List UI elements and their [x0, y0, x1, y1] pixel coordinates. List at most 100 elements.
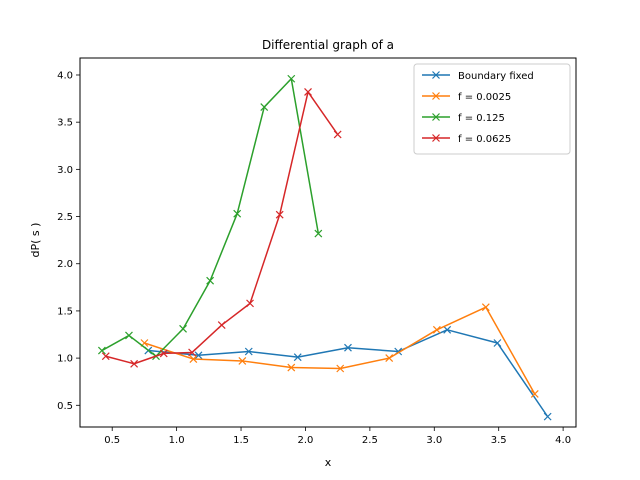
x-tick-label: 4.0 — [555, 435, 571, 446]
marker-stroke — [543, 412, 552, 421]
marker-stroke — [336, 364, 345, 373]
data-point — [293, 353, 302, 362]
data-point — [238, 357, 247, 365]
series-3 — [97, 74, 323, 361]
y-tick-label: 3.0 — [57, 165, 73, 176]
legend-label: Boundary fixed — [458, 71, 534, 82]
x-tick-label: 3.0 — [426, 435, 442, 446]
legend-label: f = 0.125 — [458, 113, 505, 124]
marker-stroke — [432, 92, 440, 100]
y-tick-label: 4.0 — [57, 70, 73, 81]
legend-item: f = 0.0625 — [422, 134, 511, 145]
series-line — [101, 78, 320, 357]
data-point — [314, 229, 323, 238]
y-tick-label: 3.5 — [57, 118, 73, 129]
marker-stroke — [530, 390, 539, 398]
series-line — [105, 91, 339, 365]
marker-stroke — [293, 353, 302, 362]
legend-box — [413, 63, 571, 155]
x-axis-label: x — [325, 456, 332, 469]
y-tick-label: 1.0 — [57, 354, 73, 365]
legend-item: f = 0.125 — [422, 113, 505, 124]
marker-stroke — [189, 355, 198, 363]
marker-stroke — [432, 325, 441, 334]
legend-item: Boundary fixed — [422, 71, 534, 82]
x-tick-label: 1.0 — [169, 435, 185, 446]
plot-area — [97, 74, 552, 421]
data-point — [194, 351, 203, 360]
marker-stroke — [275, 210, 284, 219]
series-line — [148, 329, 549, 418]
marker-stroke — [238, 357, 247, 365]
marker-stroke — [344, 343, 352, 352]
marker-stroke — [125, 331, 133, 340]
data-point — [97, 346, 106, 355]
marker-stroke — [304, 88, 312, 96]
data-point — [217, 321, 226, 330]
marker-stroke — [97, 346, 106, 355]
data-point — [493, 339, 502, 347]
x-tick-label: 2.0 — [298, 435, 314, 446]
data-point — [233, 209, 242, 218]
legend-label: f = 0.0025 — [458, 92, 511, 103]
data-point — [130, 359, 139, 368]
marker-stroke — [233, 209, 242, 218]
ticks: 0.5 1.0 1.5 2.0 2.5 3.0 3.5 4.0 0.5 1.0 1.5 2.0 2.5 3… — [57, 70, 571, 446]
x-tick-label: 3.5 — [491, 435, 507, 446]
marker-stroke — [443, 325, 452, 334]
marker-stroke — [101, 352, 110, 361]
data-point — [206, 276, 215, 285]
legend-marker — [432, 134, 440, 142]
series-line — [144, 306, 536, 395]
data-point — [287, 74, 296, 83]
marker-stroke — [246, 299, 254, 308]
marker-stroke — [217, 321, 226, 330]
data-point — [543, 412, 552, 421]
legend: Boundary fixed f = 0.0025 f = 0.125 f = 0.0… — [413, 63, 571, 155]
data-point — [344, 343, 352, 352]
marker-stroke — [206, 276, 215, 285]
x-tick-label: 1.5 — [233, 435, 249, 446]
data-point — [304, 88, 312, 96]
y-tick-label: 2.5 — [57, 212, 73, 223]
legend-item: f = 0.0025 — [422, 92, 511, 103]
data-point — [336, 364, 345, 373]
marker-stroke — [159, 349, 168, 358]
series-2 — [140, 303, 539, 398]
marker-stroke — [260, 103, 269, 111]
marker-stroke — [287, 363, 296, 372]
data-point — [333, 130, 342, 139]
y-tick-label: 0.5 — [57, 401, 73, 412]
legend-marker — [432, 113, 440, 121]
data-point — [246, 299, 254, 308]
marker-stroke — [333, 130, 342, 139]
marker-stroke — [314, 229, 323, 238]
data-point — [244, 347, 253, 356]
x-tick-label: 2.5 — [362, 435, 378, 446]
data-point — [481, 303, 490, 312]
data-point — [159, 349, 168, 358]
data-point — [385, 354, 394, 363]
data-point — [443, 325, 452, 334]
marker-stroke — [130, 359, 139, 368]
marker-stroke — [287, 74, 296, 83]
marker-stroke — [481, 303, 490, 312]
marker-stroke — [385, 354, 394, 363]
marker-stroke — [194, 351, 203, 360]
axes-frame — [79, 57, 577, 428]
legend-label: f = 0.0625 — [458, 134, 511, 145]
data-point — [432, 325, 441, 334]
data-point — [530, 390, 539, 398]
marker-stroke — [179, 324, 187, 333]
data-point — [188, 348, 197, 357]
data-point — [101, 352, 110, 361]
data-point — [275, 210, 284, 219]
marker-stroke — [432, 113, 440, 121]
legend-marker — [432, 92, 440, 100]
x-tick-label: 0.5 — [104, 435, 120, 446]
marker-stroke — [188, 348, 197, 357]
data-point — [189, 355, 198, 363]
data-point — [287, 363, 296, 372]
marker-stroke — [493, 339, 502, 347]
